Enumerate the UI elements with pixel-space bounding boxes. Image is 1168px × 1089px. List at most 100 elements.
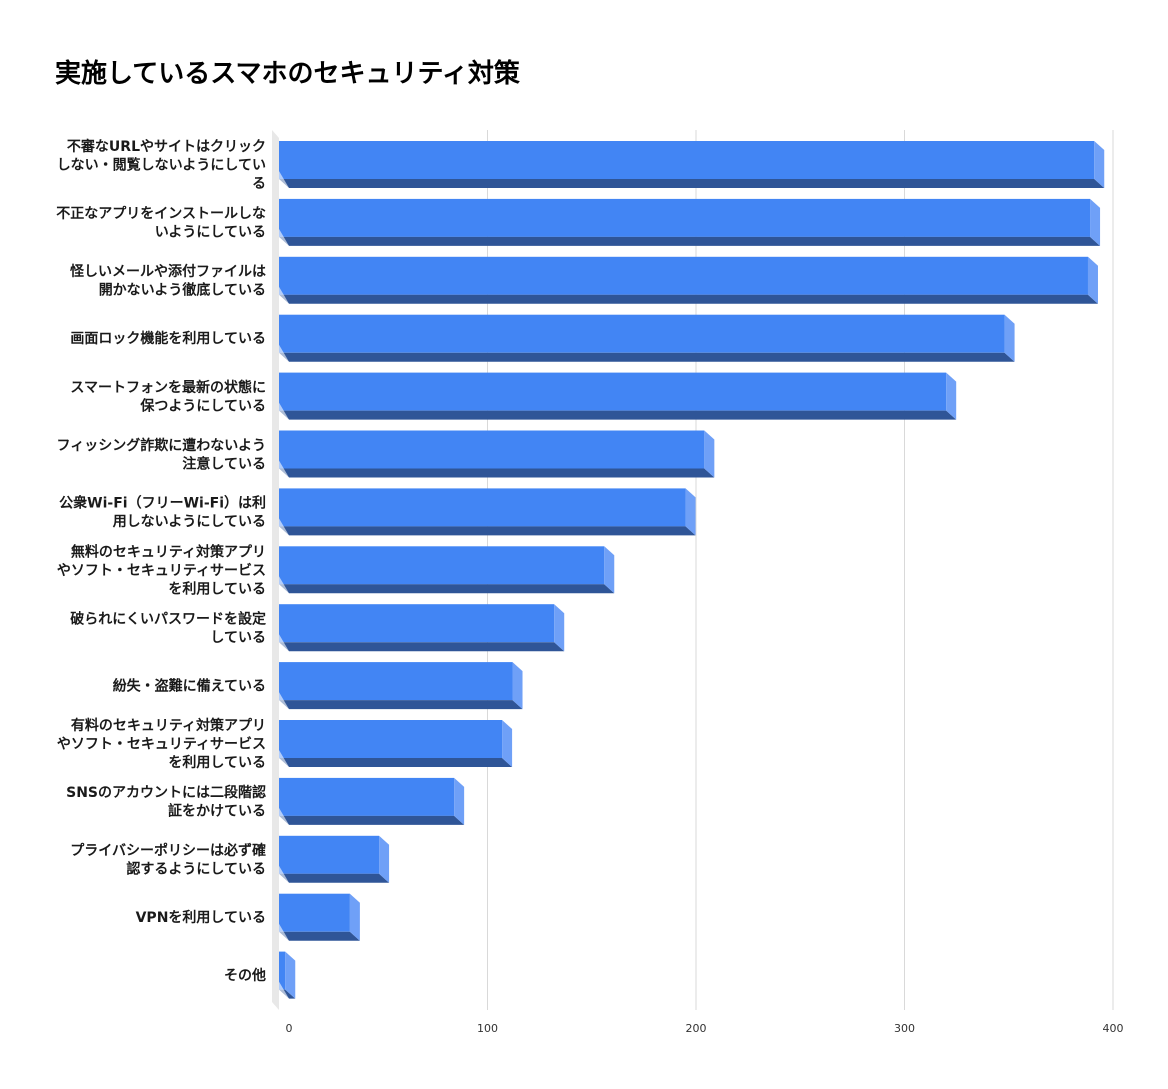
bar: [279, 951, 296, 999]
bar-corner: [279, 402, 289, 420]
bar: [279, 546, 615, 594]
category-label: 無料のセキュリティ対策アプリやソフト・セキュリティサービスを利用している: [57, 543, 266, 597]
bar-corner: [279, 692, 289, 710]
bar-front: [279, 314, 1005, 353]
bar: [279, 141, 1105, 188]
bar-corner: [279, 460, 289, 478]
bar-bottom: [279, 700, 523, 710]
bar-front: [279, 662, 513, 701]
category-label: 怪しいメールや添付ファイルは開かないよう徹底している: [70, 263, 266, 299]
category-label: 有料のセキュリティ対策アプリやソフト・セキュリティサービスを利用している: [57, 717, 266, 771]
x-axis-ticks: 0 100 200 300 400: [286, 1022, 1124, 1035]
category-label: 不審なURLやサイトはクリックしない・閲覧しないようにしている: [57, 138, 266, 192]
x-tick-label: 200: [686, 1022, 707, 1035]
bar-end: [512, 662, 523, 710]
category-label: その他: [224, 967, 266, 984]
bar-front: [279, 546, 605, 585]
bar-bottom: [279, 468, 715, 478]
bar-corner: [279, 518, 289, 536]
category-label: 画面ロック機能を利用している: [70, 330, 266, 347]
chart-title: 実施しているスマホのセキュリティ対策: [55, 58, 520, 89]
bar: [279, 256, 1098, 304]
bar-front: [279, 893, 350, 932]
bars: [279, 141, 1105, 999]
bar-bottom: [279, 526, 696, 536]
bar-corner: [279, 344, 289, 362]
bar-front: [279, 141, 1095, 179]
bar-corner: [279, 171, 289, 188]
bar: [279, 720, 513, 767]
bar-corner: [279, 750, 289, 767]
bar-end: [454, 777, 465, 825]
bar-end: [349, 893, 360, 941]
bar-end: [685, 488, 696, 536]
category-label: VPNを利用している: [136, 909, 266, 926]
bar-bottom: [279, 352, 1015, 362]
category-label: SNSのアカウントには二段階認証をかけている: [66, 784, 266, 820]
bar-bottom: [279, 815, 465, 825]
bar: [279, 835, 390, 883]
category-label: 紛失・盗難に備えている: [113, 678, 266, 695]
bar-bottom: [279, 410, 957, 420]
bar-end: [554, 604, 565, 652]
bar-front: [279, 604, 555, 643]
bar: [279, 662, 523, 710]
bar-end: [946, 372, 957, 420]
bar-front: [279, 372, 947, 411]
bar-front: [279, 951, 286, 990]
bar-corner: [279, 807, 289, 825]
floor-wall: [272, 130, 279, 1010]
bar-corner: [279, 228, 289, 246]
bar-corner: [279, 923, 289, 941]
bar-bottom: [279, 179, 1105, 188]
chart-floor-wall: [272, 130, 279, 1010]
bar-end: [704, 430, 715, 478]
bar-front: [279, 488, 686, 527]
bar-corner: [279, 865, 289, 883]
x-tick-label: 300: [894, 1022, 915, 1035]
bar-front: [279, 198, 1091, 237]
bar: [279, 430, 715, 478]
category-label: 破られにくいパスワードを設定している: [70, 610, 266, 646]
bar: [279, 372, 957, 420]
category-label: 公衆Wi-Fi（フリーWi-Fi）は利用しないようにしている: [59, 495, 266, 531]
bar: [279, 893, 360, 941]
bar-bottom: [279, 758, 513, 767]
bar: [279, 488, 696, 536]
bar-corner: [279, 981, 289, 999]
bar-front: [279, 430, 705, 469]
bar-front: [279, 720, 503, 758]
category-label: 不正なアプリをインストールしないようにしている: [56, 206, 266, 241]
bar-bottom: [279, 236, 1101, 246]
bar-bottom: [279, 642, 565, 652]
x-tick-label: 100: [477, 1022, 498, 1035]
bar-end: [379, 835, 390, 883]
category-label: フィッシング詐欺に遭わないよう注意している: [57, 437, 266, 473]
bar-front: [279, 835, 380, 874]
bar-end: [604, 546, 615, 594]
category-label: プライバシーポリシーは必ず確認するようにしている: [70, 842, 266, 878]
bar-corner: [279, 634, 289, 652]
bar-bottom: [279, 584, 615, 594]
x-tick-label: 400: [1103, 1022, 1124, 1035]
bar: [279, 198, 1101, 246]
bar-end: [285, 951, 296, 999]
bar-end: [1094, 141, 1105, 188]
bar-corner: [279, 576, 289, 594]
bar-corner: [279, 286, 289, 304]
bar-bottom: [279, 294, 1098, 304]
bar-front: [279, 777, 455, 816]
bar-end: [1087, 256, 1098, 304]
x-tick-label: 0: [286, 1022, 293, 1035]
bar-end: [1004, 314, 1015, 362]
bar-bottom: [279, 873, 390, 883]
bar: [279, 314, 1015, 362]
category-label: スマートフォンを最新の状態に保つようにしている: [70, 379, 266, 415]
bar-end: [502, 720, 513, 767]
bar-front: [279, 256, 1088, 295]
bar-end: [1090, 198, 1101, 246]
bar: [279, 604, 565, 652]
bar-bottom: [279, 931, 360, 941]
bar: [279, 777, 465, 825]
